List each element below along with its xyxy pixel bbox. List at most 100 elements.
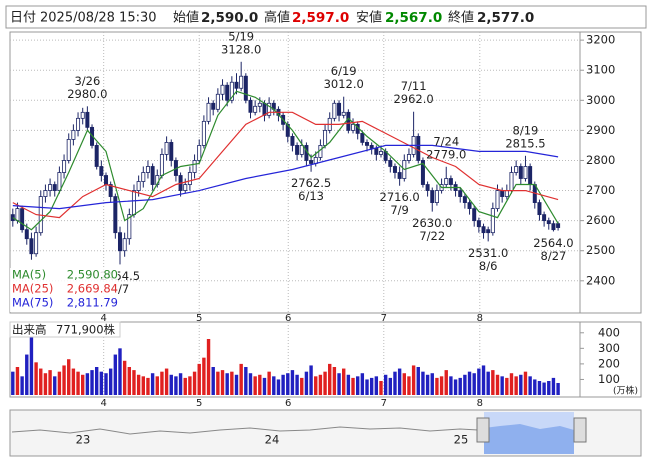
candle-body	[444, 178, 449, 185]
candle-body	[397, 172, 402, 179]
navigator-label: 23	[76, 433, 91, 447]
price-axis-panel	[579, 31, 642, 314]
legend-name: MA(5)	[12, 268, 46, 282]
volume-bar	[188, 376, 192, 395]
annotation-date: 7/24	[433, 134, 459, 148]
candle-body	[24, 229, 29, 240]
volume-bar	[99, 371, 104, 395]
candle-body	[57, 172, 62, 191]
volume-bar	[104, 373, 108, 395]
candle-body	[448, 178, 453, 185]
navigator-handle[interactable]	[573, 417, 587, 443]
candle-body	[388, 160, 393, 167]
candle-body	[229, 81, 234, 101]
candle-body	[141, 172, 146, 182]
candle-body	[99, 166, 104, 176]
volume-bar	[304, 371, 309, 395]
volume-bar	[141, 376, 145, 395]
volume-bar	[118, 348, 122, 395]
volume-bar	[57, 371, 62, 395]
x-tick-label: 4	[100, 313, 106, 324]
volume-bar	[388, 377, 393, 395]
volume-label: 出来高	[12, 323, 47, 337]
volume-bar	[122, 360, 127, 395]
candle-body	[332, 102, 337, 119]
volume-bar	[53, 376, 57, 395]
volume-bar	[519, 374, 523, 395]
volume-bar	[192, 371, 197, 395]
volume-bar	[425, 374, 430, 395]
volume-bar	[365, 379, 369, 395]
annotation-value: 2779.0	[426, 147, 466, 161]
volume-bar	[258, 374, 262, 395]
candle-body	[225, 84, 230, 101]
volume-value: 771,900株	[56, 323, 116, 337]
volume-bar	[444, 370, 448, 395]
volume-bar	[514, 376, 518, 395]
legend-value: 2,669.84	[67, 282, 118, 296]
volume-bar	[449, 376, 453, 395]
header-low: 2,567.0	[385, 10, 442, 26]
y-tick-label: 2600	[586, 213, 615, 227]
volume-bar	[174, 376, 178, 395]
volume-bar	[355, 376, 360, 395]
volume-unit: (万株)	[613, 385, 638, 397]
volume-bar	[453, 379, 458, 395]
header-label: 始値	[173, 10, 199, 26]
volume-bar	[127, 367, 132, 395]
candle-body	[150, 166, 155, 185]
candle-body	[476, 220, 481, 228]
annotation-value: 2815.5	[505, 136, 545, 150]
candle-body	[528, 166, 533, 185]
candle-body	[430, 190, 435, 203]
y-tick-label: 2500	[586, 243, 615, 257]
volume-bar	[216, 371, 220, 395]
candle-body	[253, 105, 258, 113]
volume-bar	[472, 373, 476, 395]
candle-body	[346, 111, 351, 131]
legend-box	[10, 268, 118, 312]
candle-body	[108, 184, 113, 197]
candle-body	[104, 175, 109, 185]
annotation-date: 3/26	[74, 74, 100, 88]
volume-bar	[183, 377, 187, 395]
volume-bar	[220, 370, 225, 395]
volume-bar	[360, 373, 365, 395]
candle-body	[351, 123, 356, 131]
volume-bar	[495, 374, 500, 395]
volume-bar	[164, 368, 169, 395]
annotation-date: 7/9	[390, 203, 409, 217]
volume-bar	[76, 371, 80, 395]
candle-body	[71, 129, 76, 140]
candle-body	[201, 120, 206, 146]
volume-bar	[300, 377, 304, 395]
candle-body	[136, 181, 141, 191]
volume-bar	[146, 377, 150, 395]
volume-bar	[337, 373, 341, 395]
volume-bar	[178, 373, 183, 395]
candle-body	[490, 208, 495, 234]
candle-body	[467, 202, 472, 210]
volume-bar	[309, 365, 313, 395]
candle-body	[378, 151, 383, 155]
candle-body	[462, 196, 467, 203]
volume-bar	[533, 379, 537, 395]
y-tick-label: 3200	[586, 33, 615, 47]
candle-body	[76, 117, 81, 131]
volume-bar	[537, 381, 542, 395]
volume-bar	[94, 367, 99, 395]
header-box	[5, 5, 647, 29]
volume-bar	[113, 354, 118, 395]
volume-bar	[393, 371, 397, 395]
candle-body	[187, 172, 192, 185]
x-tick-label: 6	[285, 398, 291, 409]
volume-bar	[369, 377, 374, 395]
annotation-value: 2980.0	[67, 87, 107, 101]
header-label: 日付	[10, 11, 36, 26]
legend-value: 2,811.79	[67, 296, 118, 310]
volume-bar	[62, 365, 66, 395]
volume-bar	[267, 371, 271, 395]
navigator-handle[interactable]	[476, 417, 490, 443]
candle-body	[500, 190, 505, 197]
candle-body	[85, 111, 90, 128]
